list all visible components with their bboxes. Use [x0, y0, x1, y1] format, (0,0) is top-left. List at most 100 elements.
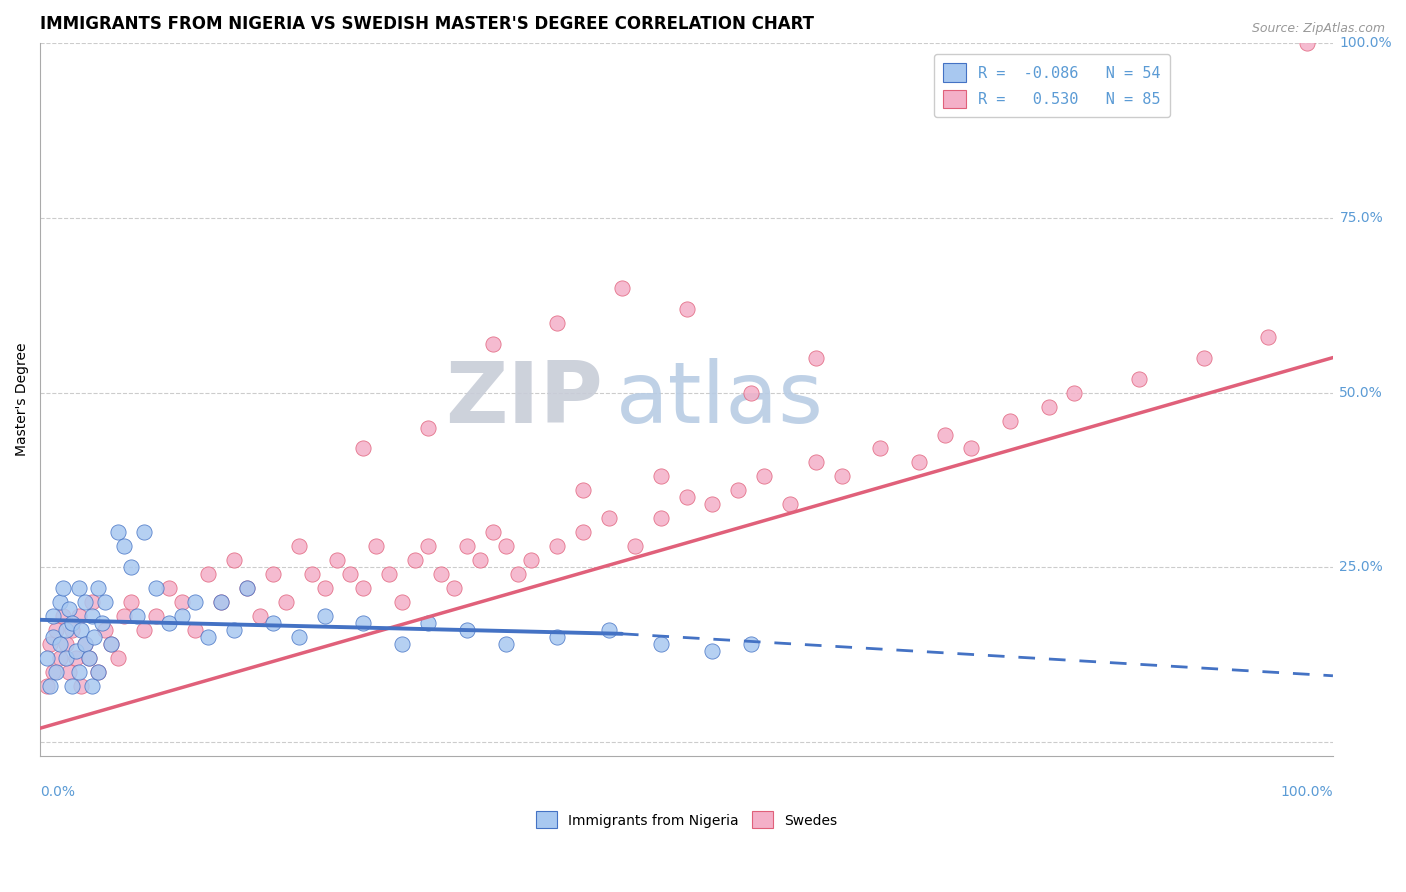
Point	[112, 609, 135, 624]
Point	[75, 637, 97, 651]
Point	[416, 616, 439, 631]
Point	[752, 469, 775, 483]
Point	[481, 525, 503, 540]
Point	[65, 651, 87, 665]
Point	[1257, 329, 1279, 343]
Point	[107, 525, 129, 540]
Point	[702, 644, 724, 658]
Point	[740, 637, 762, 651]
Point	[77, 651, 100, 665]
Point	[39, 637, 62, 651]
Point	[67, 665, 90, 680]
Point	[366, 540, 388, 554]
Point	[495, 637, 517, 651]
Point	[91, 616, 114, 631]
Point	[456, 624, 478, 638]
Legend: Immigrants from Nigeria, Swedes: Immigrants from Nigeria, Swedes	[530, 806, 842, 834]
Point	[157, 616, 180, 631]
Point	[650, 469, 672, 483]
Point	[120, 560, 142, 574]
Point	[83, 630, 105, 644]
Text: atlas: atlas	[616, 358, 824, 441]
Point	[430, 567, 453, 582]
Point	[727, 483, 749, 498]
Point	[120, 595, 142, 609]
Point	[572, 483, 595, 498]
Point	[87, 665, 110, 680]
Point	[39, 679, 62, 693]
Point	[352, 616, 374, 631]
Point	[87, 582, 110, 596]
Point	[67, 609, 90, 624]
Point	[1128, 371, 1150, 385]
Point	[112, 540, 135, 554]
Point	[675, 491, 697, 505]
Text: 50.0%: 50.0%	[1340, 385, 1384, 400]
Y-axis label: Master's Degree: Master's Degree	[15, 343, 30, 457]
Point	[416, 540, 439, 554]
Point	[172, 595, 194, 609]
Point	[610, 280, 633, 294]
Point	[35, 679, 58, 693]
Point	[508, 567, 530, 582]
Point	[197, 567, 219, 582]
Point	[908, 455, 931, 469]
Text: 75.0%: 75.0%	[1340, 211, 1384, 225]
Point	[70, 624, 93, 638]
Point	[623, 540, 645, 554]
Point	[546, 316, 568, 330]
Point	[62, 679, 84, 693]
Point	[75, 637, 97, 651]
Point	[70, 679, 93, 693]
Text: 0.0%: 0.0%	[41, 785, 75, 798]
Point	[58, 602, 80, 616]
Point	[326, 553, 349, 567]
Point	[301, 567, 323, 582]
Point	[184, 624, 207, 638]
Point	[67, 582, 90, 596]
Text: 100.0%: 100.0%	[1281, 785, 1333, 798]
Point	[378, 567, 401, 582]
Point	[779, 498, 801, 512]
Point	[236, 582, 259, 596]
Point	[416, 420, 439, 434]
Point	[443, 582, 465, 596]
Point	[52, 609, 75, 624]
Point	[80, 609, 103, 624]
Point	[804, 351, 827, 365]
Point	[52, 582, 75, 596]
Point	[456, 540, 478, 554]
Point	[65, 644, 87, 658]
Point	[42, 665, 65, 680]
Point	[495, 540, 517, 554]
Point	[197, 630, 219, 644]
Point	[598, 511, 620, 525]
Point	[274, 595, 297, 609]
Text: ZIP: ZIP	[444, 358, 603, 441]
Point	[58, 665, 80, 680]
Point	[184, 595, 207, 609]
Point	[55, 624, 77, 638]
Point	[145, 582, 167, 596]
Point	[42, 609, 65, 624]
Point	[481, 336, 503, 351]
Point	[314, 609, 336, 624]
Point	[546, 540, 568, 554]
Point	[740, 385, 762, 400]
Point	[55, 651, 77, 665]
Text: 100.0%: 100.0%	[1340, 36, 1392, 50]
Point	[831, 469, 853, 483]
Point	[132, 525, 155, 540]
Point	[48, 595, 70, 609]
Point	[125, 609, 148, 624]
Point	[249, 609, 271, 624]
Point	[650, 637, 672, 651]
Point	[87, 665, 110, 680]
Point	[42, 630, 65, 644]
Point	[209, 595, 232, 609]
Point	[1296, 36, 1319, 50]
Point	[100, 637, 122, 651]
Point	[157, 582, 180, 596]
Point	[80, 679, 103, 693]
Point	[598, 624, 620, 638]
